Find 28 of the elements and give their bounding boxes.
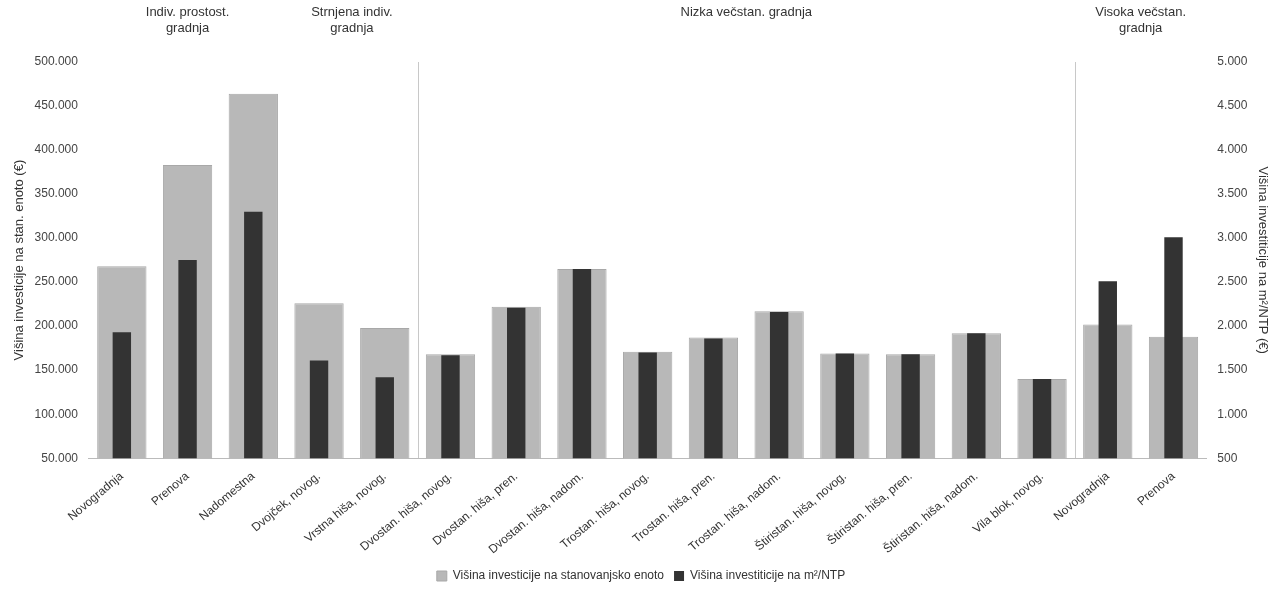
y-tick-label: 400.000 (34, 142, 79, 157)
text: Visoka večstan. gradnja (1094, 4, 1188, 36)
text: Nizka večstan. gradnja (679, 4, 813, 20)
legend-label: Višina investiticije na m²/NTP (690, 568, 846, 583)
y2-tick-label: 3.500 (1217, 186, 1248, 201)
y-tick-label: 500.000 (34, 54, 79, 69)
y2-tick-label: 500 (1217, 450, 1238, 465)
text: Indiv. prostost. gradnja (144, 4, 231, 36)
y-tick-label: 250.000 (34, 274, 79, 289)
y2-tick-label: 1.000 (1217, 406, 1248, 421)
y2-tick-label: 2.500 (1217, 274, 1248, 289)
y2-axis-title: Višina investiticije na m²/NTP (€) (1255, 166, 1271, 354)
y-tick-label: 150.000 (34, 362, 79, 377)
y2-tick-label: 4.500 (1217, 98, 1248, 113)
y-tick-label: 200.000 (34, 318, 79, 333)
y-tick-label: 100.000 (34, 406, 79, 421)
y-tick-label: 300.000 (34, 230, 79, 245)
y-tick-label: 350.000 (34, 186, 79, 201)
y2-tick-label: 5.000 (1217, 54, 1248, 69)
y2-tick-label: 3.000 (1217, 230, 1248, 245)
y2-tick-label: 2.000 (1217, 318, 1248, 333)
text: Strnjena indiv. gradnja (310, 4, 394, 36)
legend-label: Višina investicije na stanovanjsko enoto (452, 568, 665, 583)
y-axis-title: Višina investicije na stan. enoto (€) (11, 159, 27, 361)
y2-tick-label: 4.000 (1217, 142, 1248, 157)
y-tick-label: 50.000 (41, 450, 79, 465)
y-tick-label: 450.000 (34, 98, 79, 113)
y2-tick-label: 1.500 (1217, 362, 1248, 377)
